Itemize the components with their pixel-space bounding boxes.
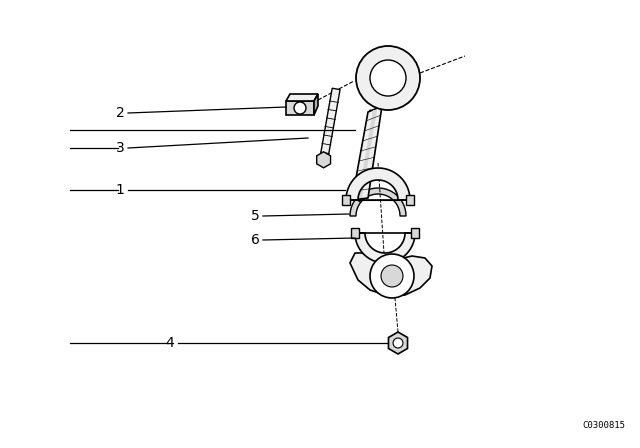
Polygon shape (320, 88, 340, 160)
Circle shape (381, 265, 403, 287)
Text: 1: 1 (116, 183, 124, 197)
Text: 4: 4 (166, 336, 174, 350)
Polygon shape (353, 110, 375, 202)
Text: C0300815: C0300815 (582, 421, 625, 430)
Text: 2: 2 (116, 106, 124, 120)
Polygon shape (342, 195, 350, 205)
Circle shape (356, 46, 420, 110)
Polygon shape (317, 152, 330, 168)
Polygon shape (355, 233, 415, 263)
Polygon shape (350, 188, 406, 216)
Polygon shape (314, 94, 318, 115)
Circle shape (294, 102, 306, 114)
Polygon shape (352, 106, 382, 200)
Polygon shape (351, 228, 359, 238)
Polygon shape (346, 168, 410, 200)
Text: 5: 5 (251, 209, 259, 223)
Polygon shape (411, 228, 419, 238)
Text: 6: 6 (251, 233, 259, 247)
Polygon shape (286, 94, 318, 101)
Circle shape (370, 60, 406, 96)
Polygon shape (406, 195, 414, 205)
Polygon shape (358, 110, 377, 198)
Polygon shape (388, 332, 408, 354)
Polygon shape (286, 101, 314, 115)
Polygon shape (350, 253, 432, 296)
Text: 3: 3 (116, 141, 124, 155)
Circle shape (393, 338, 403, 348)
Circle shape (370, 254, 414, 298)
